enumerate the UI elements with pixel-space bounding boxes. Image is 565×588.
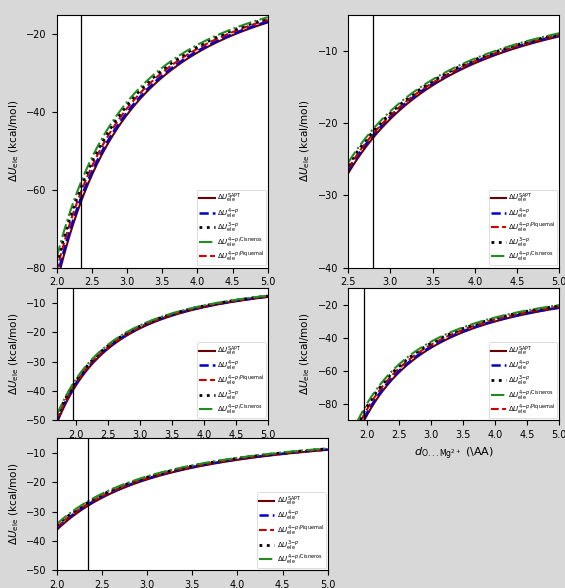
X-axis label: $d_{\mathrm{O...K}^{+}}$ (\AA): $d_{\mathrm{O...K}^{+}}$ (\AA) bbox=[420, 293, 488, 306]
Y-axis label: $\Delta\mathit{U}_{\mathrm{ele}}$ (kcal/mol): $\Delta\mathit{U}_{\mathrm{ele}}$ (kcal/… bbox=[7, 463, 21, 545]
Legend: $\Delta\mathit{U}^{\mathrm{SAPT}}_{\mathrm{ele}}$, $\Delta\mathit{U}^{4\!-\!p}_{: $\Delta\mathit{U}^{\mathrm{SAPT}}_{\math… bbox=[489, 342, 557, 418]
Y-axis label: $\Delta\mathit{U}_{\mathrm{ele}}$ (kcal/mol): $\Delta\mathit{U}_{\mathrm{ele}}$ (kcal/… bbox=[7, 100, 21, 182]
X-axis label: $d_{\mathrm{O...Li}^{+}}$ (\AA): $d_{\mathrm{O...Li}^{+}}$ (\AA) bbox=[128, 446, 197, 459]
Legend: $\Delta\mathit{U}^{\mathrm{SAPT}}_{\mathrm{ele}}$, $\Delta\mathit{U}^{4\!-\!p}_{: $\Delta\mathit{U}^{\mathrm{SAPT}}_{\math… bbox=[197, 342, 266, 418]
Legend: $\Delta\mathit{U}^{\mathrm{SAPT}}_{\mathrm{ele}}$, $\Delta\mathit{U}^{4\!-\!p}_{: $\Delta\mathit{U}^{\mathrm{SAPT}}_{\math… bbox=[197, 189, 266, 265]
X-axis label: $d_{\mathrm{O...Mg}^{2+}}$ (\AA): $d_{\mathrm{O...Mg}^{2+}}$ (\AA) bbox=[414, 446, 494, 462]
Legend: $\Delta\mathit{U}^{\mathrm{SAPT}}_{\mathrm{ele}}$, $\Delta\mathit{U}^{4\!-\!p}_{: $\Delta\mathit{U}^{\mathrm{SAPT}}_{\math… bbox=[257, 492, 325, 568]
Y-axis label: $\Delta\mathit{U}_{\mathrm{ele}}$ (kcal/mol): $\Delta\mathit{U}_{\mathrm{ele}}$ (kcal/… bbox=[7, 313, 21, 395]
Legend: $\Delta\mathit{U}^{\mathrm{SAPT}}_{\mathrm{ele}}$, $\Delta\mathit{U}^{4\!-\!p}_{: $\Delta\mathit{U}^{\mathrm{SAPT}}_{\math… bbox=[489, 189, 557, 265]
Y-axis label: $\Delta\mathit{U}_{\mathrm{ele}}$ (kcal/mol): $\Delta\mathit{U}_{\mathrm{ele}}$ (kcal/… bbox=[299, 313, 312, 395]
Y-axis label: $\Delta\mathit{U}_{\mathrm{ele}}$ (kcal/mol): $\Delta\mathit{U}_{\mathrm{ele}}$ (kcal/… bbox=[299, 100, 312, 182]
X-axis label: $d_{\mathrm{O...Ca}^{2+}}$ (\AA): $d_{\mathrm{O...Ca}^{2+}}$ (\AA) bbox=[123, 293, 201, 306]
